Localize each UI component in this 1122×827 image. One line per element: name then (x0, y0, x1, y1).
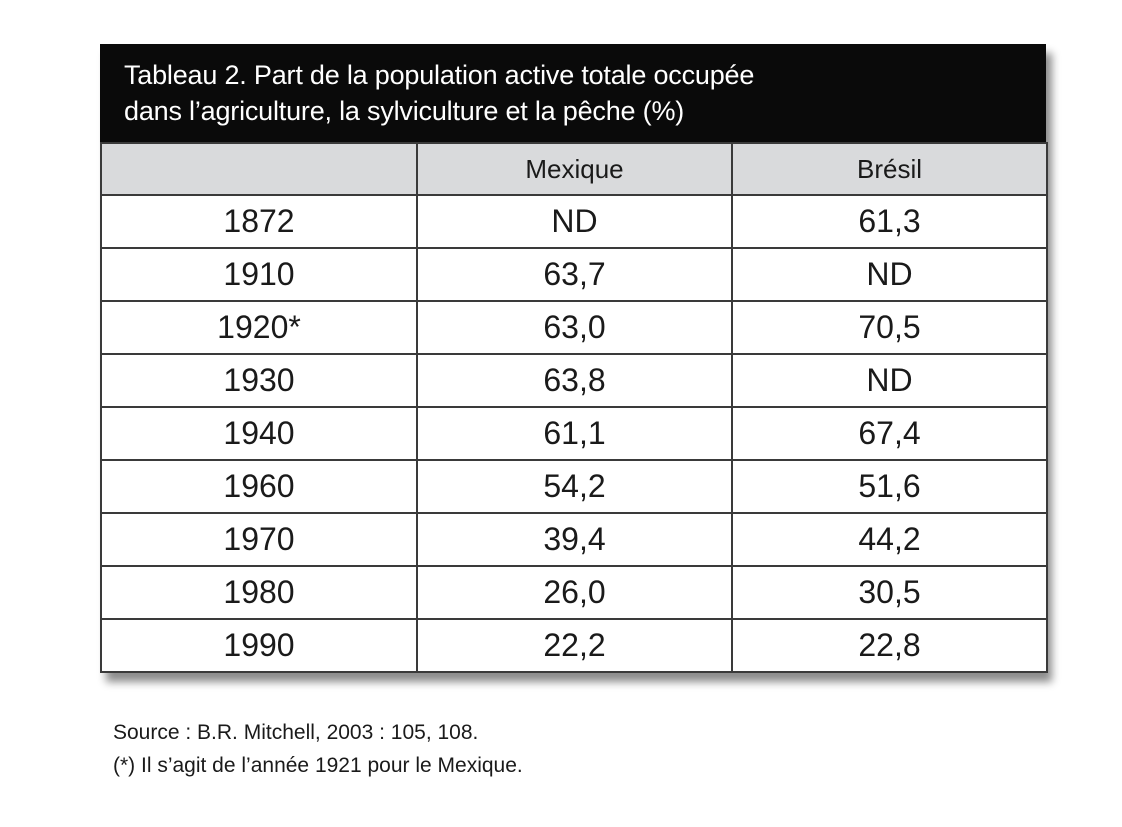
mexique-cell: 61,1 (416, 406, 733, 461)
source-note: Source : B.R. Mitchell, 2003 : 105, 108. (113, 721, 479, 744)
bresil-cell: 61,3 (731, 194, 1048, 249)
year-cell: 1930 (100, 353, 418, 408)
bresil-cell: 22,8 (731, 618, 1048, 673)
table-row: 1910 63,7 ND (100, 247, 1048, 302)
year-cell: 1970 (100, 512, 418, 567)
footnote: (*) Il s’agit de l’année 1921 pour le Me… (113, 754, 523, 777)
table-row: 1960 54,2 51,6 (100, 459, 1048, 514)
mexique-cell: 63,7 (416, 247, 733, 302)
year-cell: 1872 (100, 194, 418, 249)
table-title-line-2: dans l’agriculture, la sylviculture et l… (124, 96, 685, 126)
bresil-cell: 70,5 (731, 300, 1048, 355)
year-cell: 1940 (100, 406, 418, 461)
header-year (100, 142, 418, 196)
bresil-cell: 67,4 (731, 406, 1048, 461)
bresil-cell: ND (731, 247, 1048, 302)
mexique-cell: 22,2 (416, 618, 733, 673)
table-row: 1970 39,4 44,2 (100, 512, 1048, 567)
table-title: Tableau 2. Part de la population active … (100, 44, 1046, 142)
table-notes: Source : B.R. Mitchell, 2003 : 105, 108.… (113, 716, 523, 782)
table-row: 1980 26,0 30,5 (100, 565, 1048, 620)
mexique-cell: ND (416, 194, 733, 249)
bresil-cell: 51,6 (731, 459, 1048, 514)
bresil-cell: ND (731, 353, 1048, 408)
mexique-cell: 26,0 (416, 565, 733, 620)
table-row: 1990 22,2 22,8 (100, 618, 1048, 673)
year-cell: 1920* (100, 300, 418, 355)
bresil-cell: 30,5 (731, 565, 1048, 620)
year-cell: 1980 (100, 565, 418, 620)
mexique-cell: 39,4 (416, 512, 733, 567)
table-row: 1872 ND 61,3 (100, 194, 1048, 249)
header-mexique: Mexique (416, 142, 733, 196)
year-cell: 1990 (100, 618, 418, 673)
table-row: 1940 61,1 67,4 (100, 406, 1048, 461)
table-title-line-1: Tableau 2. Part de la population active … (124, 60, 755, 90)
table-row: 1930 63,8 ND (100, 353, 1048, 408)
bresil-cell: 44,2 (731, 512, 1048, 567)
data-table-container: Tableau 2. Part de la population active … (100, 44, 1048, 673)
table-row: 1920* 63,0 70,5 (100, 300, 1048, 355)
year-cell: 1960 (100, 459, 418, 514)
table-header-row: Mexique Brésil (100, 142, 1048, 196)
mexique-cell: 54,2 (416, 459, 733, 514)
header-bresil: Brésil (731, 142, 1048, 196)
year-cell: 1910 (100, 247, 418, 302)
mexique-cell: 63,0 (416, 300, 733, 355)
data-table: Mexique Brésil 1872 ND 61,3 1910 63,7 ND… (100, 142, 1048, 673)
mexique-cell: 63,8 (416, 353, 733, 408)
